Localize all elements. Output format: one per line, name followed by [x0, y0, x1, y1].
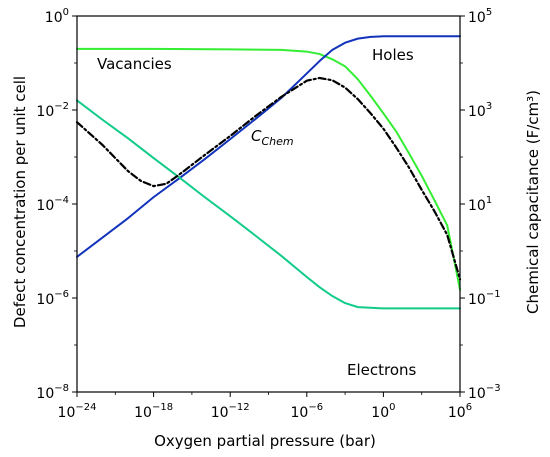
series-line-vacancies — [76, 47, 461, 291]
x-tick-label: 100 — [371, 402, 395, 421]
y-right-tick-label: 10−1 — [468, 289, 501, 308]
label-electrons: Electrons — [347, 361, 417, 379]
y-left-tick-label: 10−2 — [36, 101, 69, 120]
label-cchem: CChem — [251, 127, 294, 148]
label-vacancies: Vacancies — [97, 55, 172, 73]
y-axis-left-label: Defect concentration per unit cell — [11, 76, 29, 328]
y-left-tick-label: 10−6 — [36, 289, 69, 308]
y-left-tick-label: 100 — [45, 7, 69, 26]
x-axis-label: Oxygen partial pressure (bar) — [154, 432, 376, 450]
y-right-tick-label: 105 — [468, 7, 492, 26]
series-line-c-chem — [75, 76, 462, 281]
x-tick-label: 10−24 — [58, 402, 97, 421]
series-layer — [75, 35, 462, 310]
y-axis-right-label: Chemical capacitance (F/cm³) — [524, 90, 542, 314]
x-tick-label: 10−18 — [134, 402, 173, 421]
y-right-tick-label: 103 — [468, 101, 492, 120]
x-tick-label: 106 — [448, 402, 472, 421]
x-tick-label: 10−12 — [211, 402, 250, 421]
label-holes: Holes — [372, 46, 414, 64]
x-tick-label: 10−6 — [291, 402, 324, 421]
y-left-tick-label: 10−4 — [36, 195, 69, 214]
series-line-electrons — [76, 99, 461, 310]
tick-layer: 10−24 10−18 10−12 10−6 100 106 10−8 10−6 10−4 10−… — [36, 7, 500, 421]
y-right-tick-label: 10−3 — [468, 383, 501, 402]
series-line-holes — [76, 35, 461, 258]
y-right-tick-label: 101 — [468, 195, 492, 214]
y-left-tick-label: 10−8 — [36, 383, 69, 402]
